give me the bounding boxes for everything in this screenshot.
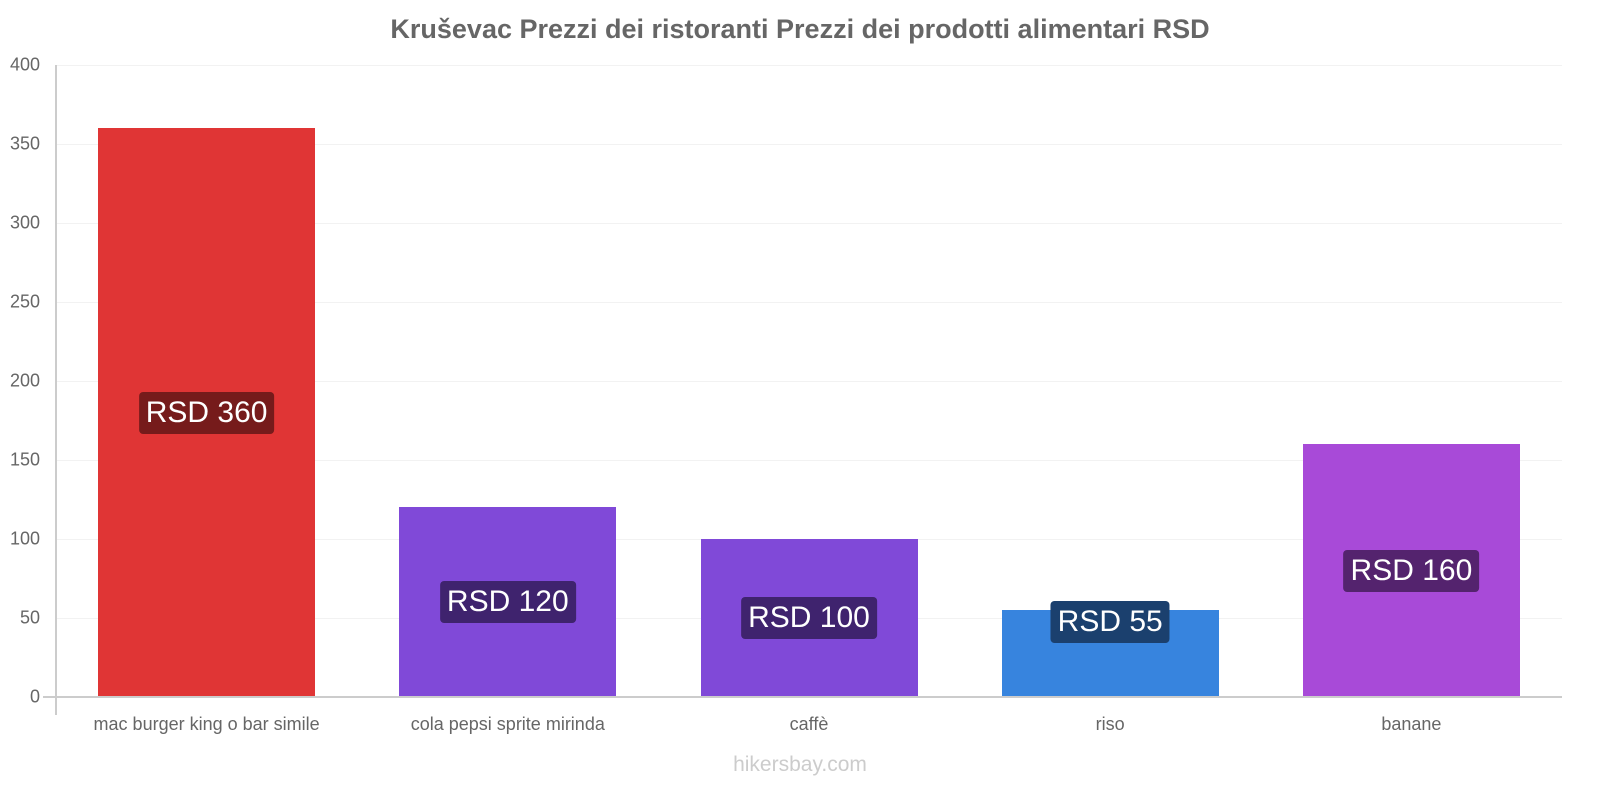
y-axis-line — [55, 65, 57, 715]
gridline — [56, 381, 1562, 382]
y-tick-label: 50 — [19, 607, 40, 628]
y-tick-label: 0 — [29, 686, 40, 707]
y-tick-label: 200 — [9, 370, 40, 391]
data-label: RSD 160 — [1343, 549, 1480, 592]
x-tick-label: riso — [1095, 714, 1125, 734]
gridline — [56, 302, 1562, 303]
y-tick-label: 400 — [9, 54, 40, 75]
x-tick-label: mac burger king o bar simile — [93, 714, 320, 734]
data-label: RSD 100 — [741, 597, 877, 639]
y-tick-label: 250 — [9, 291, 40, 312]
gridline — [56, 223, 1562, 224]
x-axis-line — [43, 696, 1562, 698]
gridline — [56, 460, 1562, 461]
y-tick-label: 100 — [9, 528, 40, 549]
y-tick-label: 300 — [9, 212, 40, 233]
data-label: RSD 360 — [138, 391, 275, 434]
gridline — [56, 144, 1562, 145]
x-tick-label: cola pepsi sprite mirinda — [410, 714, 605, 734]
y-tick-label: 350 — [9, 133, 40, 154]
data-label: RSD 55 — [1050, 601, 1170, 644]
gridline — [56, 65, 1562, 66]
watermark: hikersbay.com — [733, 753, 867, 776]
x-tick-label: caffè — [789, 714, 829, 734]
chart-title: Kruševac Prezzi dei ristoranti Prezzi de… — [390, 14, 1210, 44]
data-label: RSD 120 — [439, 581, 576, 624]
x-tick-label: banane — [1381, 714, 1442, 734]
y-tick-label: 150 — [9, 449, 40, 470]
